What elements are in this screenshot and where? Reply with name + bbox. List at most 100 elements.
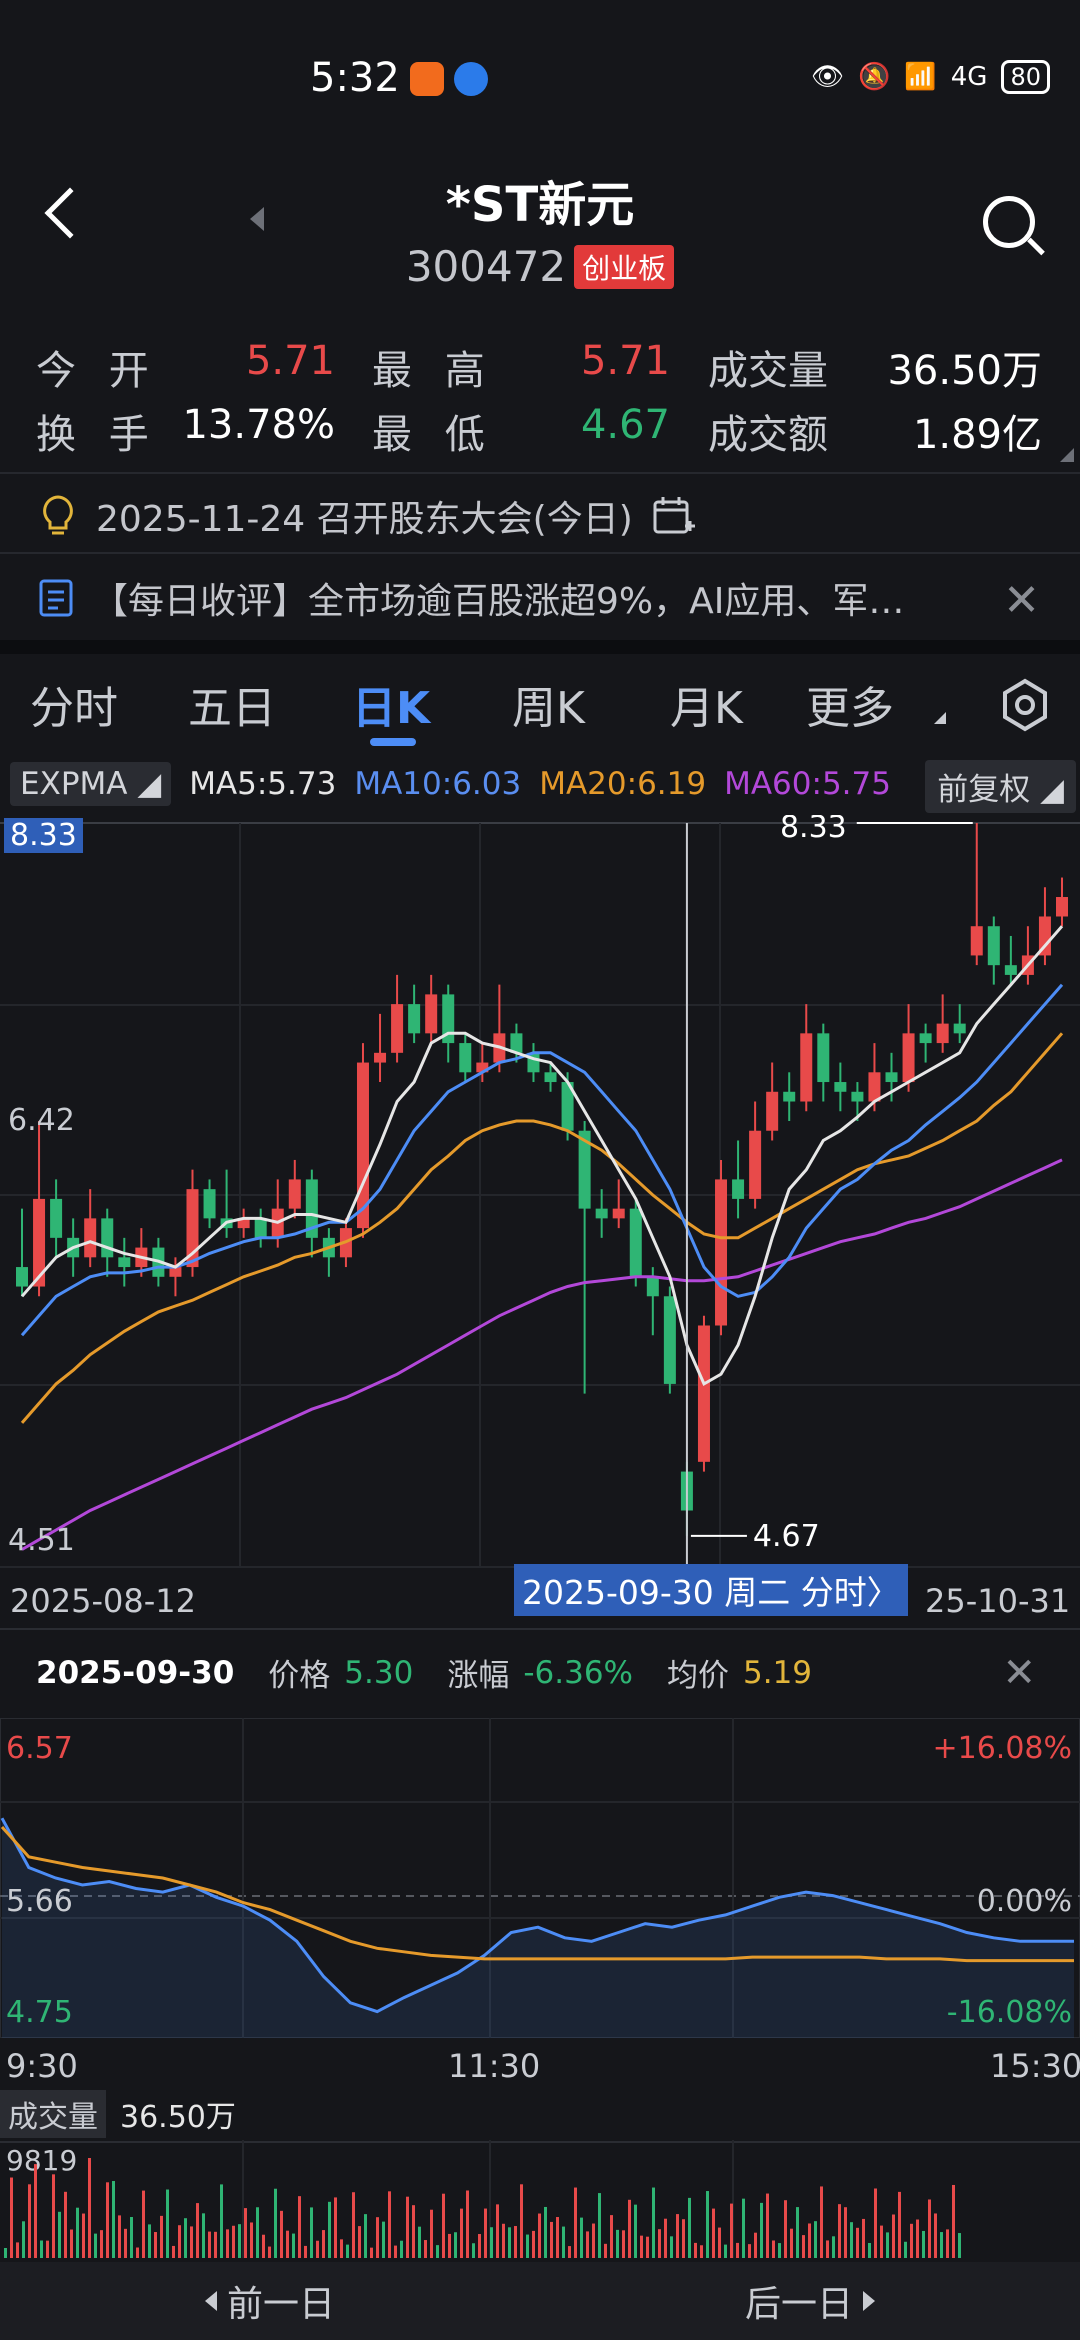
volume-bar (346, 2244, 349, 2258)
tab-weekly-k[interactable]: 周K (512, 683, 585, 734)
volume-bar (442, 2193, 445, 2258)
prev-day-button[interactable]: 前一日 (0, 2262, 540, 2340)
volume-bar (886, 2232, 889, 2258)
volume-bar (328, 2201, 331, 2258)
volume-header-label[interactable]: 成交量 (0, 2090, 106, 2138)
volume-bar (742, 2198, 745, 2258)
candle (732, 1140, 745, 1219)
volume-bar (16, 2242, 19, 2258)
candle (987, 916, 1000, 985)
tab-intraday[interactable]: 分时 (30, 683, 118, 734)
volume-bar (10, 2177, 13, 2258)
ma5-label: MA5:5.73 (189, 766, 337, 802)
candle (646, 1267, 659, 1336)
volume-bar (658, 2229, 661, 2258)
intraday-chart[interactable]: 6.57 5.66 4.75 +16.08% 0.00% -16.08% (0, 1718, 1080, 2038)
expand-icon[interactable] (1060, 448, 1074, 462)
meeting-notice[interactable]: 2025-11-24 召开股东大会(今日) (38, 490, 695, 542)
low-value: 4.67 (580, 402, 670, 448)
search-icon[interactable] (983, 196, 1035, 248)
candle (374, 1013, 387, 1083)
volume-bar (394, 2245, 397, 2258)
volume-bar (730, 2203, 733, 2258)
volume-bar (118, 2215, 121, 2258)
candle (919, 1023, 932, 1063)
candle (527, 1043, 540, 1083)
board-badge: 创业板 (574, 244, 675, 289)
news-banner[interactable]: 【每日收评】全市场逾百股涨超9%，AI应用、军… (38, 572, 998, 624)
volume-bar (592, 2223, 595, 2258)
volume-bar (796, 2207, 799, 2258)
tab-more[interactable]: 更多 (806, 683, 894, 734)
volume-bar (148, 2224, 151, 2258)
prev-day-label: 前一日 (226, 2284, 335, 2325)
ma20-line (20, 1032, 1064, 1424)
volume-bar (418, 2226, 421, 2258)
intraday-pct-top: +16.08% (932, 1731, 1072, 1766)
volume-bar (520, 2184, 523, 2258)
tab-five-day[interactable]: 五日 (188, 683, 276, 734)
time-mid-label: 11:30 (448, 2047, 541, 2085)
volume-bar (544, 2206, 547, 2258)
eye-icon: 👁 (810, 62, 844, 92)
volume-bar (940, 2232, 943, 2258)
low-label: 最 低 (372, 412, 495, 458)
volume-bar (310, 2207, 313, 2258)
kline-chart[interactable]: 6.42 4.51 8.33 4.67 2025-08-12 25-10-31 (0, 815, 1080, 1625)
volume-bar (532, 2230, 535, 2258)
status-time: 5:32 (310, 55, 400, 101)
candle (834, 1062, 847, 1112)
volume-bar (22, 2221, 25, 2258)
volume-bar (490, 2227, 493, 2258)
close-intraday-icon[interactable]: ✕ (1002, 1650, 1036, 1696)
candle (800, 1004, 813, 1112)
max-marker: 8.33 (780, 815, 973, 845)
candle (425, 974, 438, 1044)
price-label: 价格 (268, 1658, 331, 1694)
next-day-button[interactable]: 后一日 (540, 2262, 1080, 2340)
indicator-name: EXPMA (20, 766, 128, 802)
volume-bar (136, 2247, 139, 2258)
volume-bar (874, 2188, 877, 2258)
candle (237, 1208, 250, 1238)
volume-bar (298, 2196, 301, 2258)
volume-bar (154, 2232, 157, 2258)
volume-bar (46, 2240, 49, 2258)
volume-bar (202, 2213, 205, 2258)
app-notification-icon (410, 62, 444, 96)
volume-bar (946, 2229, 949, 2258)
adjust-selector[interactable]: 前复权 ◢ (925, 760, 1076, 813)
calendar-add-icon[interactable] (651, 494, 695, 538)
volume-bar (364, 2214, 367, 2258)
tab-monthly-k[interactable]: 月K (670, 683, 743, 734)
selected-date-tag[interactable]: 2025-09-30 周二 分时〉 (514, 1564, 908, 1616)
volume-bar (466, 2190, 469, 2258)
tab-daily-k[interactable]: 日K (352, 683, 431, 734)
volume-bar (292, 2233, 295, 2258)
volume-bar (814, 2221, 817, 2258)
volume-bar (58, 2211, 61, 2258)
volume-bar (304, 2245, 307, 2258)
volume-bar (94, 2233, 97, 2258)
candle (186, 1169, 199, 1277)
candle (459, 1033, 472, 1083)
volume-value: 36.50万 (887, 348, 1042, 394)
volume-bar (484, 2208, 487, 2258)
prev-stock-icon[interactable] (250, 207, 264, 231)
volume-bar (262, 2234, 265, 2258)
volume-bar (748, 2244, 751, 2258)
settings-icon[interactable] (998, 678, 1052, 732)
wifi-icon: 📶 (904, 62, 937, 92)
volume-bar (412, 2205, 415, 2258)
volume-bar (124, 2228, 127, 2258)
volume-bar (166, 2189, 169, 2258)
volume-bar (280, 2210, 283, 2258)
close-news-icon[interactable]: ✕ (1003, 575, 1040, 626)
volume-bar (130, 2217, 133, 2258)
ma10-line (20, 983, 1064, 1337)
volume-bar (370, 2247, 373, 2258)
volume-bar (238, 2224, 241, 2258)
volume-bar (838, 2204, 841, 2258)
volume-bar (820, 2186, 823, 2258)
indicator-selector[interactable]: EXPMA ◢ (10, 762, 172, 806)
